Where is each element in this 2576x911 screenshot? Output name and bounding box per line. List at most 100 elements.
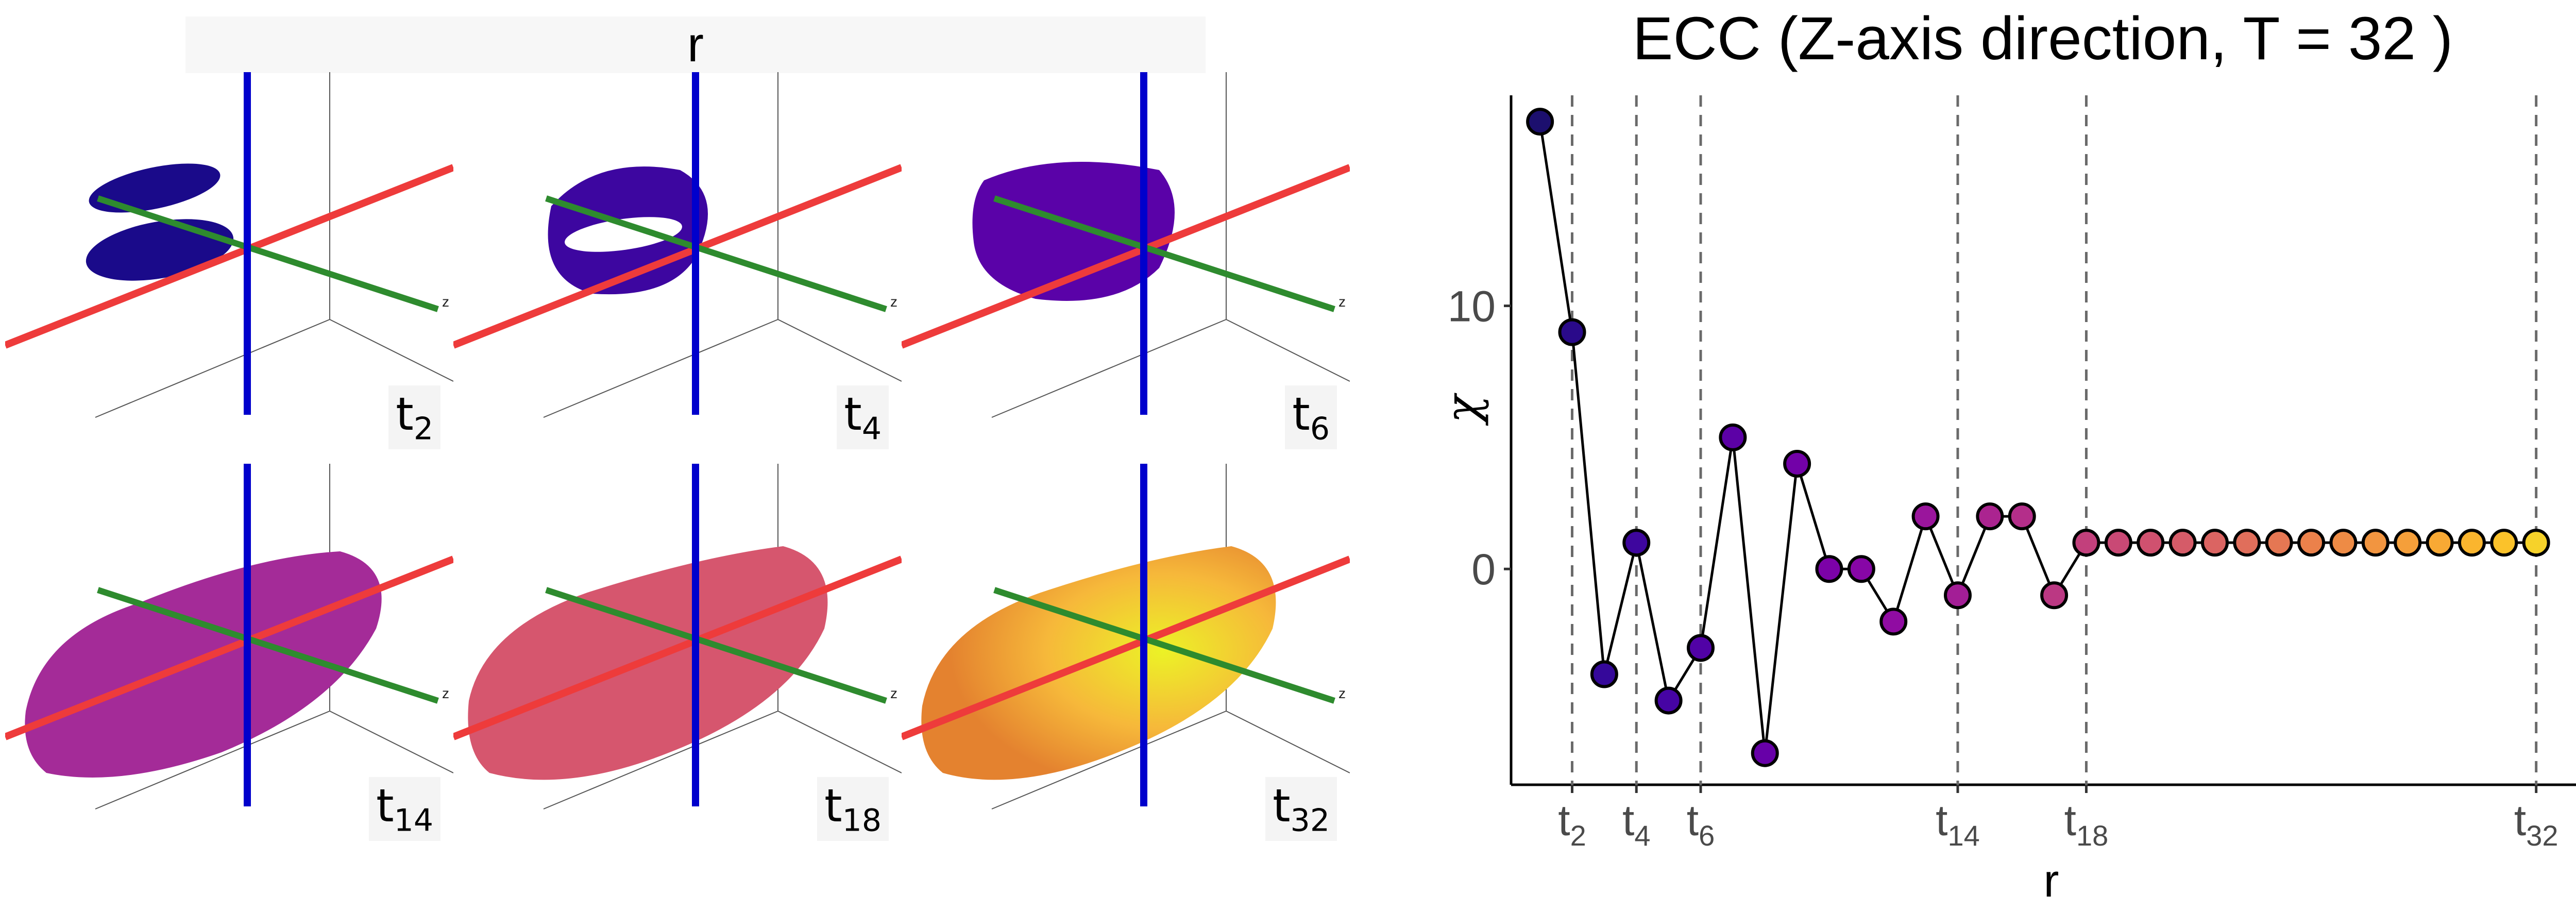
x-axis-line	[453, 164, 902, 349]
x-tick-label: t2	[1558, 796, 1586, 852]
data-point	[2394, 529, 2422, 557]
data-point	[1943, 581, 1972, 610]
data-point	[2265, 529, 2293, 557]
z-axis-label: z	[442, 685, 449, 701]
data-point	[2104, 529, 2132, 557]
z-axis-label: z	[1338, 685, 1346, 701]
panel-t18: z t18	[453, 464, 902, 855]
panel-svg: z	[902, 72, 1350, 418]
data-point	[1686, 634, 1715, 662]
x-tick-label: t14	[1936, 796, 1980, 852]
ecc-chart: ECC (Z-axis direction, T = 32 ) 0 10 t2 t4 t6…	[1391, 0, 2576, 911]
blob-shape	[921, 546, 1276, 780]
x-axis-label: r	[2044, 855, 2059, 907]
data-point	[2458, 529, 2486, 557]
frame-line	[95, 319, 330, 418]
strip-title: r	[687, 17, 704, 72]
panel-t32: z t32	[902, 464, 1350, 855]
data-point	[2072, 529, 2100, 557]
frame-line	[543, 711, 778, 809]
blob-shape	[25, 551, 382, 778]
x-tick-label: t18	[2064, 796, 2109, 852]
blob-bottom	[86, 219, 234, 281]
z-axis-label: z	[890, 685, 897, 701]
panel-label: t32	[1265, 777, 1337, 841]
z-axis-line	[993, 587, 1335, 704]
x-axis-line	[453, 555, 902, 740]
panel-label-text: t	[824, 779, 842, 833]
panel-t6: z t6	[902, 72, 1350, 464]
series-line	[1538, 121, 2536, 753]
data-point	[1654, 686, 1683, 715]
panel-svg: z	[453, 464, 902, 809]
panel-label-text: t	[844, 387, 862, 441]
panel-svg: z	[453, 72, 902, 418]
panel-label: t4	[837, 385, 889, 449]
frame-line	[991, 711, 1227, 809]
z-axis-line	[97, 587, 439, 704]
blob-shape	[972, 162, 1175, 301]
data-point	[1751, 739, 1779, 767]
panel-svg: z	[5, 72, 453, 418]
panel-label-sub: 6	[1310, 411, 1330, 447]
strip-header: r	[185, 16, 1206, 73]
data-point	[2329, 529, 2358, 557]
data-point	[1847, 555, 1875, 583]
frame-line	[1226, 711, 1350, 773]
data-point	[1815, 555, 1843, 583]
data-point	[2490, 529, 2518, 557]
x-axis-line	[5, 164, 453, 349]
data-point	[2522, 529, 2550, 557]
frame-line	[543, 319, 778, 418]
panel-t2: z t2	[5, 72, 453, 464]
panel-label-sub: 2	[413, 411, 433, 447]
panel-label: t14	[369, 777, 440, 841]
blob-top	[89, 163, 221, 213]
data-point	[2361, 529, 2389, 557]
data-point	[2233, 529, 2261, 557]
panel-t14: z t14	[5, 464, 453, 855]
z-axis-line	[97, 195, 439, 312]
frame-line	[991, 319, 1227, 418]
data-point	[2168, 529, 2197, 557]
panel-label-text: t	[396, 387, 414, 441]
panel-svg: z	[902, 464, 1350, 809]
panel-label-sub: 14	[394, 803, 433, 839]
frame-line	[1226, 319, 1350, 382]
x-axis-line	[902, 555, 1350, 740]
data-point	[2008, 502, 2036, 531]
x-axis-line	[902, 164, 1350, 349]
y-axis-label: χ	[1436, 393, 1490, 426]
data-point	[1783, 449, 1811, 478]
data-point	[1558, 318, 1586, 346]
chart-title: ECC (Z-axis direction, T = 32 )	[1633, 5, 2453, 73]
panel-label-text: t	[376, 779, 394, 833]
frame-line	[777, 319, 902, 382]
data-point	[2426, 529, 2454, 557]
frame-line	[329, 711, 453, 773]
x-tick-label: t32	[2514, 796, 2558, 852]
panel-label: t18	[817, 777, 889, 841]
y-tick-label: 0	[1471, 545, 1496, 594]
panel-label-text: t	[1273, 779, 1291, 833]
data-point	[1719, 423, 1747, 451]
z-axis-line	[545, 195, 887, 312]
panel-label-sub: 32	[1290, 803, 1330, 839]
z-axis-line	[993, 195, 1335, 312]
z-axis-label: z	[890, 294, 897, 310]
chart-svg: ECC (Z-axis direction, T = 32 ) 0 10 t2 t4 t6…	[1436, 5, 2576, 907]
data-point	[1622, 529, 1651, 557]
y-tick-label: 10	[1448, 282, 1496, 331]
data-point	[1526, 108, 1554, 136]
panel-svg: z	[5, 464, 453, 809]
panel-label-sub: 4	[861, 411, 882, 447]
frame-line	[329, 319, 453, 382]
z-axis-label: z	[1338, 294, 1346, 310]
data-point	[1911, 502, 1940, 531]
panel-label: t6	[1285, 385, 1337, 449]
data-point	[1590, 660, 1618, 688]
data-point	[2040, 581, 2069, 610]
panel-label-sub: 18	[842, 803, 882, 839]
x-tick-label: t6	[1687, 796, 1715, 852]
x-axis-line	[5, 555, 453, 740]
